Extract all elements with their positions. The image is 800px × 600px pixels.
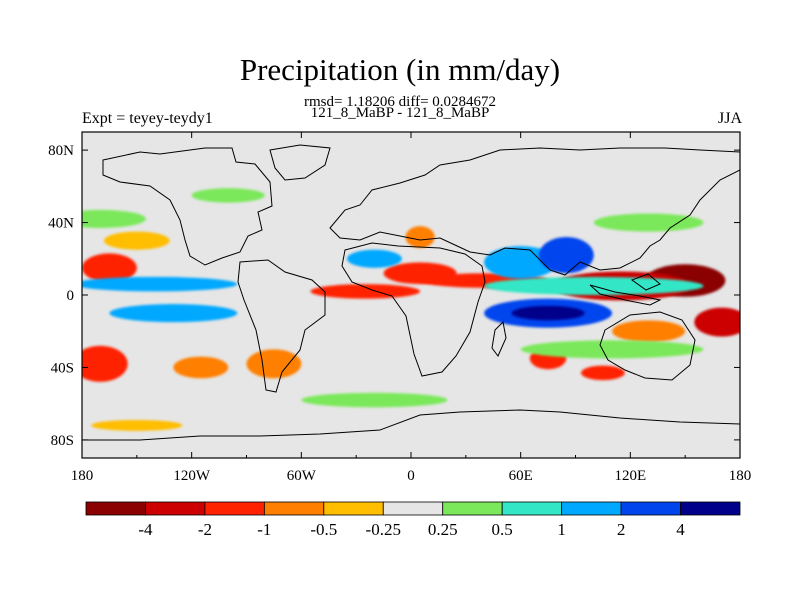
- colorbar-label: -4: [138, 520, 153, 539]
- anomaly-region-21: [484, 246, 558, 279]
- anomaly-region-25: [593, 213, 704, 232]
- anomaly-region-6: [82, 345, 128, 382]
- anomaly-region-22: [538, 237, 594, 274]
- anomaly-fields: [82, 188, 740, 431]
- colorbar-label: 0.5: [492, 520, 513, 539]
- coastline-greenland: [269, 144, 331, 181]
- coastline-maritime-continent: [589, 273, 662, 306]
- coastline-south-america: [237, 259, 326, 393]
- coastline-antarctica: [82, 409, 740, 458]
- coastline-north-america: [102, 147, 273, 266]
- anomaly-region-2: [694, 307, 740, 337]
- anomaly-region-12: [580, 365, 625, 381]
- anomaly-region-19: [82, 276, 238, 292]
- season-label: JJA: [717, 110, 742, 127]
- anomaly-region-9: [173, 356, 229, 379]
- anomaly-region-15: [91, 419, 183, 431]
- y-tick-label: 0: [67, 288, 75, 304]
- chart-subtitle-stats: rmsd= 1.18206 diff= 0.0284672: [303, 94, 497, 110]
- x-tick-label: 0: [407, 468, 415, 484]
- anomaly-region-28: [301, 392, 448, 408]
- colorbar-swatch: [501, 501, 563, 516]
- anomaly-region-24: [82, 209, 146, 228]
- colorbar-swatch: [382, 501, 444, 516]
- anomaly-region-23: [347, 249, 402, 268]
- colorbar-swatch: [204, 501, 265, 516]
- x-tick-label: 120E: [614, 468, 646, 484]
- x-tick-label: 60W: [287, 468, 317, 484]
- x-tick-label: 60E: [509, 468, 533, 484]
- colorbar-label: 4: [676, 520, 685, 539]
- x-tick-label: 180: [71, 468, 94, 484]
- coastline-eurasia: [329, 147, 740, 276]
- colorbar-label: -0.25: [366, 520, 401, 539]
- colorbar-swatch: [263, 501, 325, 516]
- colorbar: -4 -2 -1 -0.5 -0.25 0.25 0.5 1 2 4: [85, 501, 741, 539]
- coastline-africa: [341, 242, 486, 377]
- x-axis: 180 120W 60W 0 60E 120E 180: [71, 132, 752, 484]
- anomaly-region-26: [520, 340, 704, 359]
- y-tick-label: 40S: [51, 360, 74, 376]
- coastline-madagascar: [491, 320, 507, 357]
- colorbar-swatch: [561, 501, 622, 516]
- y-tick-label: 80N: [48, 143, 74, 159]
- experiment-label: Expt = teyey-teydy1: [82, 110, 213, 127]
- colorbar-label: 2: [617, 520, 626, 539]
- x-tick-label: 180: [729, 468, 752, 484]
- coastline-australia: [599, 311, 696, 381]
- anomaly-region-20: [109, 304, 238, 323]
- y-axis: 80N 40N 0 40S 80S: [48, 143, 740, 449]
- colorbar-swatch: [680, 501, 741, 516]
- colorbar-swatch: [323, 501, 384, 516]
- colorbar-label: -2: [198, 520, 212, 539]
- anomaly-region-14: [103, 231, 170, 250]
- anomaly-region-13: [405, 226, 435, 248]
- y-tick-label: 80S: [51, 433, 74, 449]
- colorbar-label: 1: [557, 520, 566, 539]
- coastlines: [82, 144, 740, 458]
- chart-subtitle-experiments: 121_8_MaBP - 121_8_MaBP: [310, 105, 490, 121]
- anomaly-region-8: [246, 349, 302, 379]
- chart-title: Precipitation (in mm/day): [239, 52, 561, 87]
- colorbar-label: 0.25: [428, 520, 458, 539]
- anomaly-region-27: [191, 188, 265, 203]
- y-tick-label: 40N: [48, 216, 74, 232]
- colorbar-label: -1: [257, 520, 271, 539]
- anomaly-region-18: [511, 305, 585, 321]
- anomaly-region-3: [310, 284, 421, 299]
- colorbar-label: -0.5: [310, 520, 337, 539]
- colorbar-swatch: [620, 501, 681, 516]
- map-plot-area: [81, 131, 741, 459]
- x-tick-label: 120W: [173, 468, 211, 484]
- colorbar-swatch: [442, 501, 503, 516]
- colorbar-swatch: [145, 501, 206, 516]
- anomaly-region-7: [82, 253, 137, 283]
- anomaly-region-10: [612, 320, 686, 343]
- colorbar-swatch: [85, 501, 146, 516]
